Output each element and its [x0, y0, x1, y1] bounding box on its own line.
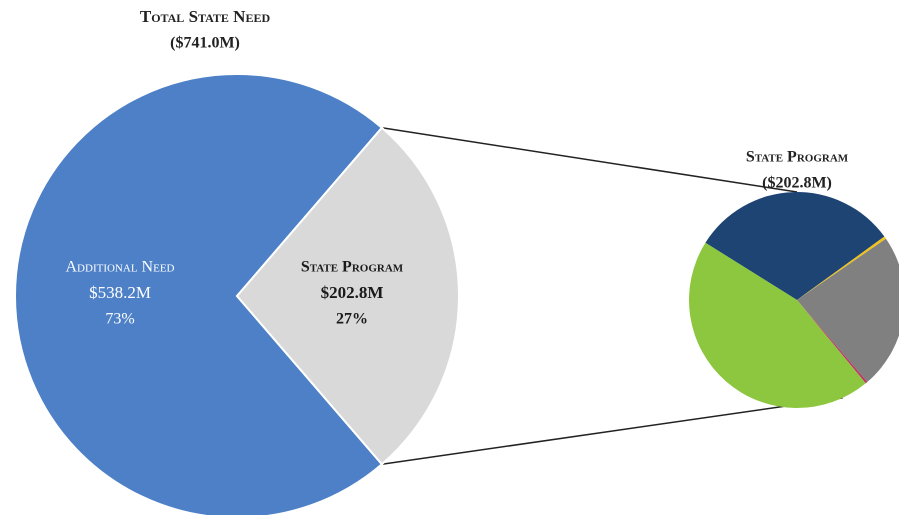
chart-title: Total State Need: [140, 7, 271, 26]
connectors: [381, 127, 843, 465]
slice-value-label: $538.2M: [89, 283, 151, 302]
sub-chart-title: State Program: [746, 149, 849, 166]
pie-slice: [14, 73, 384, 515]
pie-slice: [689, 242, 866, 408]
sub-chart-subtitle: ($202.8M): [762, 175, 832, 192]
connector-line: [381, 127, 798, 193]
connector-line: [381, 397, 843, 465]
slice-value-label: $202.8M: [321, 283, 384, 302]
pie-slice: [797, 236, 886, 300]
pie-slice: [797, 238, 899, 382]
pie-slice: [705, 192, 885, 300]
slice-label: State Program: [301, 259, 404, 276]
chart-subtitle: ($741.0M): [170, 35, 240, 52]
pie-slice: [797, 300, 868, 384]
slice-label: Additional Need: [66, 259, 175, 276]
slice-percent-label: 27%: [336, 311, 368, 328]
pie-slice: [235, 126, 460, 466]
slice-percent-label: 73%: [105, 311, 134, 328]
